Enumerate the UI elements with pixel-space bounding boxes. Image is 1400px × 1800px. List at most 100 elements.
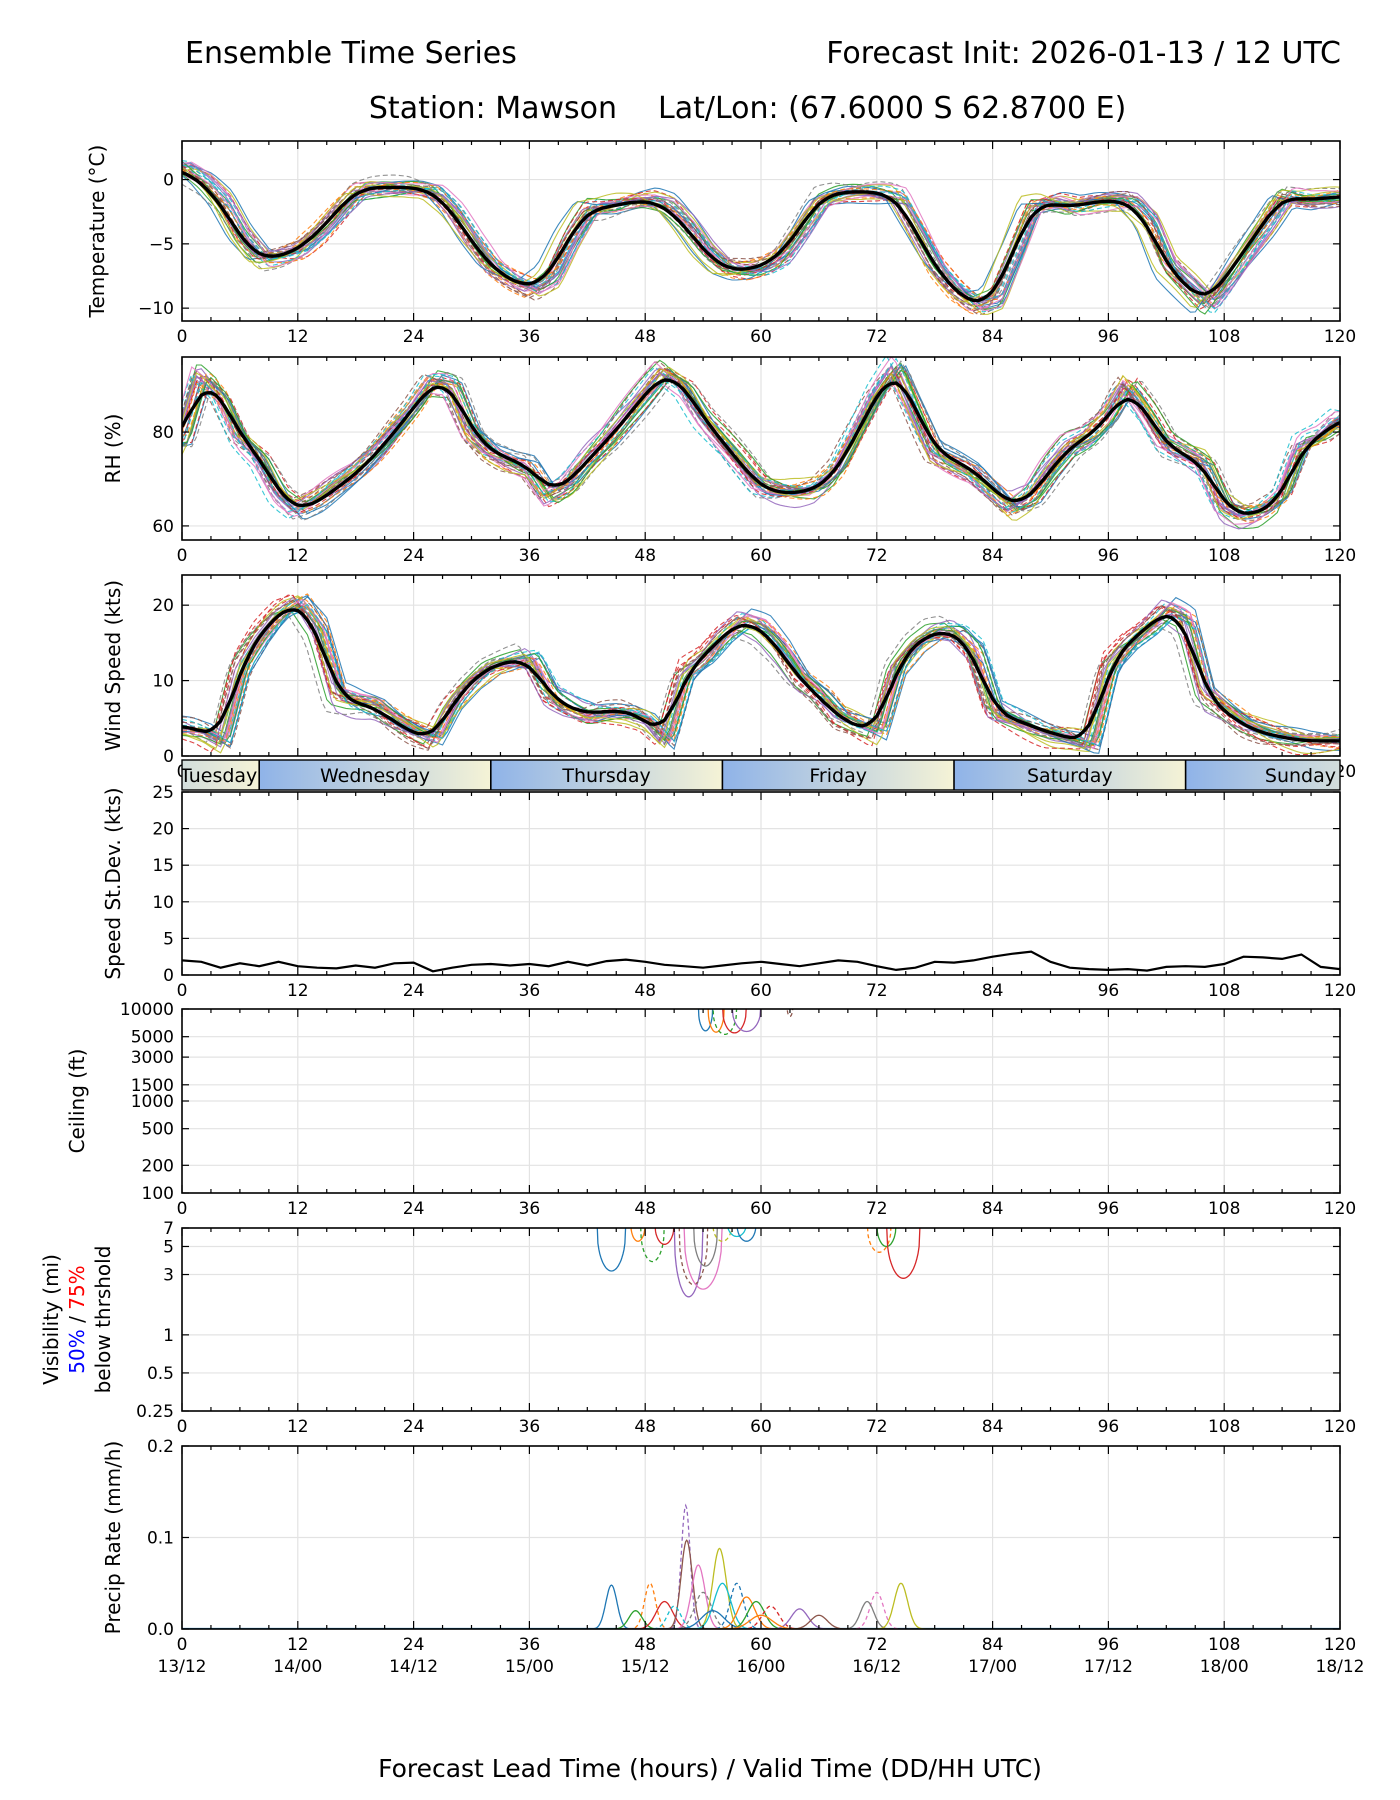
x-tick-label: 120	[1324, 546, 1356, 566]
valid-time-label: 14/12	[389, 1657, 438, 1677]
day-band-frame	[181, 759, 1341, 791]
x-tick-label: 72	[866, 1635, 888, 1655]
day-segment	[182, 760, 260, 790]
rh-member-line	[182, 357, 1340, 520]
rh-y-label: RH (%)	[101, 414, 125, 484]
ceiling-member-event	[722, 1009, 747, 1034]
y-tick-label: 500	[142, 1120, 174, 1140]
valid-time-label: 14/00	[273, 1657, 322, 1677]
valid-time-label: 16/00	[737, 1657, 786, 1677]
visibility-member-event	[654, 1228, 675, 1245]
x-tick-label: 72	[866, 981, 888, 1001]
y-tick-label: 10	[152, 893, 174, 913]
x-tick-label: 12	[287, 981, 309, 1001]
x-tick-label: 36	[519, 1417, 541, 1437]
y-tick-label: 1500	[131, 1076, 174, 1096]
x-tick-label: 0	[177, 1417, 188, 1437]
valid-time-label: 17/00	[968, 1657, 1017, 1677]
visibility-member-event	[693, 1228, 718, 1267]
visibility-x-axis: 0 12 24 36 48 60 72 84 96 108 120	[177, 1228, 1356, 1437]
wind_speed-ensemble-mean	[182, 608, 1340, 743]
rh-plot-area	[182, 357, 1340, 530]
visibility-member-event	[712, 1228, 733, 1242]
visibility-member-event	[736, 1228, 757, 1242]
y-tick-label: 3000	[131, 1048, 174, 1068]
rh-member-line	[182, 368, 1340, 512]
valid-time-label: 13/12	[158, 1657, 207, 1677]
x-tick-label: 12	[287, 327, 309, 347]
x-tick-label: 120	[1324, 1417, 1356, 1437]
x-tick-label: 108	[1208, 981, 1240, 1001]
y-tick-label: 10	[152, 672, 174, 692]
x-tick-label: 48	[634, 1417, 656, 1437]
day-segment	[490, 760, 723, 790]
day-segment	[259, 760, 491, 790]
speed_stdev-y-axis: 0 5 10 15 20 25	[152, 783, 1340, 986]
station-latlon: Lat/Lon: (67.6000 S 62.8700 E)	[658, 91, 1126, 126]
x-tick-label: 24	[403, 981, 425, 1001]
x-tick-label: 48	[634, 981, 656, 1001]
temperature-plot-area	[182, 160, 1340, 316]
ceiling-member-event	[712, 1009, 738, 1036]
y-tick-label: 0.0	[147, 1620, 174, 1640]
y-tick-label: 20	[152, 820, 174, 840]
x-tick-label: 84	[982, 327, 1004, 347]
wind_speed-y-label: Wind Speed (kts)	[101, 580, 125, 751]
rh-ensemble-mean	[182, 378, 1340, 515]
y-tick-label: 7	[163, 1219, 174, 1239]
y-tick-label: −5	[149, 235, 174, 255]
visibility-member-event	[876, 1228, 897, 1248]
precip_rate-panel: 0 12 24 36 48 60 72 84 96 108 120 13/12 14/00 14/12 15…	[101, 1437, 1365, 1677]
y-tick-label: 0	[163, 966, 174, 986]
wind_speed-panel: 0122436486072849610812001020Wind Speed (…	[101, 574, 1356, 782]
rh-panel: 0 12 24 36 48 60 72 84 96 108 120 60 80 RH (%)	[101, 356, 1356, 566]
valid-time-label: 15/00	[505, 1657, 554, 1677]
x-tick-label: 84	[982, 1199, 1004, 1219]
y-tick-label: 200	[142, 1156, 174, 1176]
ceiling-x-axis: 0 12 24 36 48 60 72 84 96 108 120	[177, 1009, 1356, 1219]
y-tick-label: 5	[163, 1237, 174, 1257]
temperature-member-line	[182, 164, 1340, 310]
x-tick-label: 24	[403, 546, 425, 566]
x-tick-label: 60	[750, 981, 772, 1001]
y-tick-label: 60	[152, 517, 174, 537]
day-band: Tuesday Wednesday Thursday Friday Saturday Su…	[181, 759, 1341, 791]
x-tick-label: 96	[1098, 327, 1120, 347]
x-tick-label: 72	[866, 1199, 888, 1219]
x-axis-label: Forecast Lead Time (hours) / Valid Time …	[378, 1754, 1042, 1783]
x-tick-label: 48	[634, 1199, 656, 1219]
ceiling-plot-area	[697, 1009, 794, 1036]
x-tick-label: 24	[403, 1199, 425, 1219]
y-tick-label: 0	[163, 747, 174, 767]
x-tick-label: 0	[177, 546, 188, 566]
x-tick-label: 48	[634, 1635, 656, 1655]
y-tick-label: 100	[142, 1184, 174, 1204]
speed_stdev-plot-area	[182, 950, 1340, 973]
x-tick-label: 84	[982, 1417, 1004, 1437]
valid-time-label: 18/12	[1316, 1657, 1365, 1677]
x-tick-label: 0	[177, 1635, 188, 1655]
wind_speed-member-line	[182, 596, 1340, 748]
visibility-grid	[181, 1227, 1341, 1412]
station-name: Station: Mawson	[369, 91, 617, 126]
threshold-part: 50%	[65, 1329, 89, 1373]
visibility-member-event	[630, 1228, 646, 1242]
x-tick-label: 0	[177, 1199, 188, 1219]
x-tick-label: 0	[177, 327, 188, 347]
wind_speed-member-line	[182, 604, 1340, 750]
ceiling-grid	[181, 1008, 1341, 1194]
wind_speed-member-line	[182, 597, 1340, 745]
x-tick-label: 60	[750, 1199, 772, 1219]
y-tick-label: 0.25	[136, 1402, 174, 1422]
rh-member-line	[182, 366, 1340, 520]
visibility-member-event	[678, 1228, 709, 1286]
rh-member-line	[182, 368, 1340, 519]
wind_speed-member-line	[182, 611, 1340, 744]
x-tick-label: 96	[1098, 981, 1120, 1001]
visibility-member-event	[866, 1228, 892, 1253]
wind_speed-y-axis: 0 10 20	[152, 596, 1340, 767]
rh-member-line	[182, 361, 1340, 525]
valid-time-label: 17/12	[1084, 1657, 1133, 1677]
precip-member-line	[703, 1614, 818, 1629]
